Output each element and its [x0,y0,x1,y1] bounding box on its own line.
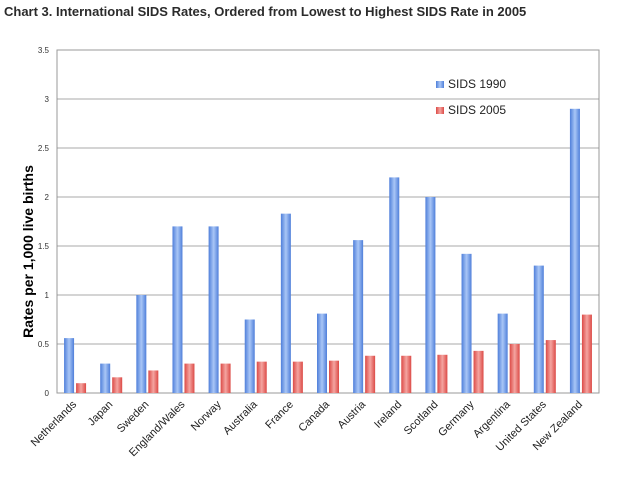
bar-sids-1990-6 [280,213,291,393]
bar-sids-1990-14 [569,108,580,394]
x-category-label: Scotland [402,399,441,438]
x-category-label: Japan [86,399,116,429]
bar-sids-2005-3 [184,363,195,393]
y-tick-label: 1 [45,291,50,300]
bar-sids-2005-2 [148,370,159,393]
y-axis-title: Rates per 1,000 live births [20,165,36,338]
y-tick-label: 2 [45,193,50,202]
bar-sids-2005-12 [509,344,520,393]
bar-sids-2005-13 [545,340,556,393]
x-category-label: Canada [296,398,332,434]
bar-sids-2005-8 [365,355,376,393]
bar-sids-1990-13 [533,265,544,393]
x-category-label: Sweden [115,399,152,436]
bar-sids-2005-4 [220,363,231,393]
bar-sids-1990-12 [497,313,508,393]
bar-sids-1990-10 [425,197,436,393]
bar-sids-1990-1 [100,363,111,393]
legend-swatch-sids-1990 [436,81,444,88]
bar-sids-2005-10 [437,354,448,393]
bar-sids-1990-11 [461,253,472,393]
x-category-label: Australia [221,398,260,437]
y-tick-label: 0.5 [38,340,50,349]
y-tick-label: 2.5 [38,144,50,153]
bar-sids-1990-8 [353,240,364,393]
legend-label-sids-2005: SIDS 2005 [448,103,506,117]
bar-sids-1990-9 [389,177,400,393]
legend-label-sids-1990: SIDS 1990 [448,77,506,91]
y-tick-label: 0 [45,389,50,398]
legend-swatch-sids-2005 [436,107,444,114]
plot-frame [56,49,600,394]
x-category-label: Netherlands [29,398,80,449]
bar-sids-2005-14 [581,314,592,393]
y-tick-label: 3 [45,95,50,104]
bar-sids-1990-0 [64,338,75,393]
bar-sids-1990-4 [208,226,219,393]
chart-title: Chart 3. International SIDS Rates, Order… [4,4,527,19]
x-category-label: France [263,399,296,432]
bar-sids-2005-6 [292,361,303,393]
bar-sids-2005-9 [401,355,412,393]
y-tick-label: 1.5 [38,242,50,251]
bar-sids-1990-7 [317,313,327,393]
bar-sids-1990-5 [244,319,255,393]
bar-sids-2005-7 [329,360,339,393]
bar-sids-1990-2 [136,295,147,393]
x-category-label: Austria [336,398,369,431]
x-category-label: Ireland [372,399,404,431]
bar-sids-2005-0 [76,383,87,393]
y-tick-label: 3.5 [38,46,50,55]
x-category-label: Norway [189,398,224,433]
bar-sids-2005-5 [256,361,267,393]
bar-sids-2005-11 [473,350,484,393]
bar-sids-2005-1 [112,377,123,393]
bar-sids-1990-3 [172,226,183,393]
